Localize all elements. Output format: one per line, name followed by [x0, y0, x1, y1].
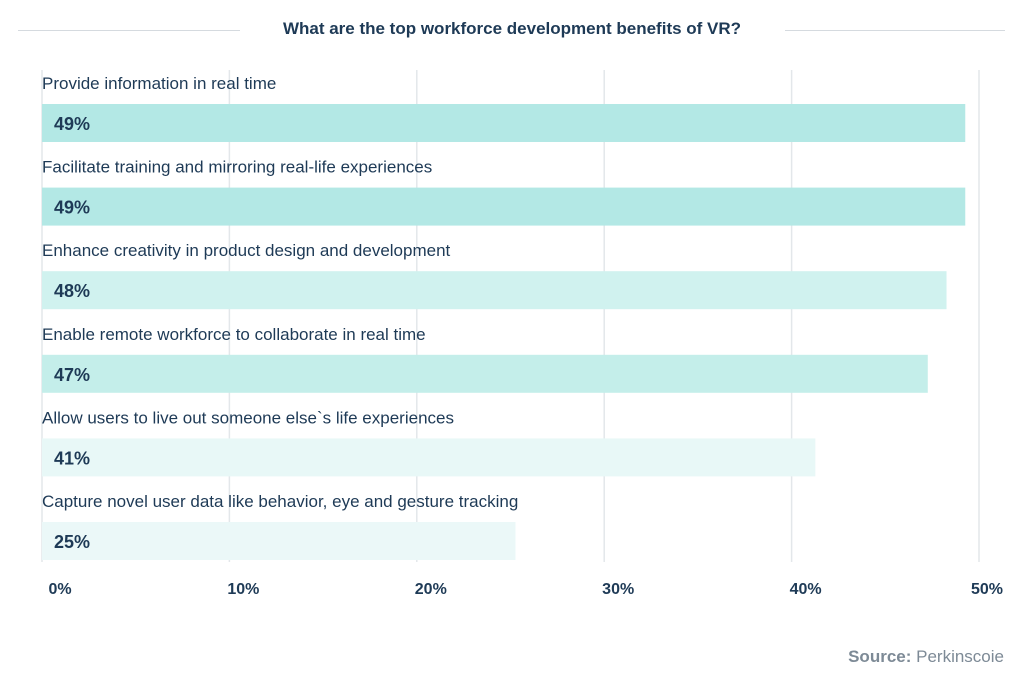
- bar: [42, 104, 966, 142]
- data-label: 47%: [54, 365, 90, 385]
- bar: [42, 354, 928, 393]
- x-tick-label: 30%: [602, 581, 634, 598]
- source-label: Source:: [848, 647, 912, 666]
- bar: [42, 438, 816, 477]
- title-rule-left: [18, 30, 240, 31]
- chart-title: What are the top workforce development b…: [282, 19, 742, 38]
- category-label: Enhance creativity in product design and…: [42, 241, 451, 260]
- x-tick-label: 20%: [415, 581, 447, 598]
- data-label: 41%: [54, 448, 90, 468]
- data-label: 25%: [54, 532, 90, 552]
- category-label: Allow users to live out someone else`s l…: [42, 408, 454, 427]
- data-label: 49%: [54, 198, 90, 218]
- data-label: 49%: [54, 114, 90, 134]
- source-note: Source: Perkinscoie: [848, 647, 1004, 667]
- title-rule-right: [785, 30, 1005, 31]
- source-value: Perkinscoie: [916, 647, 1004, 666]
- category-label: Facilitate training and mirroring real-l…: [42, 158, 432, 177]
- bar: [42, 522, 516, 560]
- x-tick-label: 50%: [971, 581, 1003, 598]
- x-tick-label: 10%: [227, 581, 259, 598]
- category-label: Capture novel user data like behavior, e…: [42, 492, 518, 511]
- x-tick-label: 40%: [790, 581, 822, 598]
- x-tick-label: 0%: [48, 581, 71, 598]
- data-label: 48%: [54, 281, 90, 301]
- category-label: Enable remote workforce to collaborate i…: [42, 325, 426, 344]
- bar: [42, 271, 947, 310]
- category-label: Provide information in real time: [42, 74, 276, 93]
- bar: [42, 187, 966, 226]
